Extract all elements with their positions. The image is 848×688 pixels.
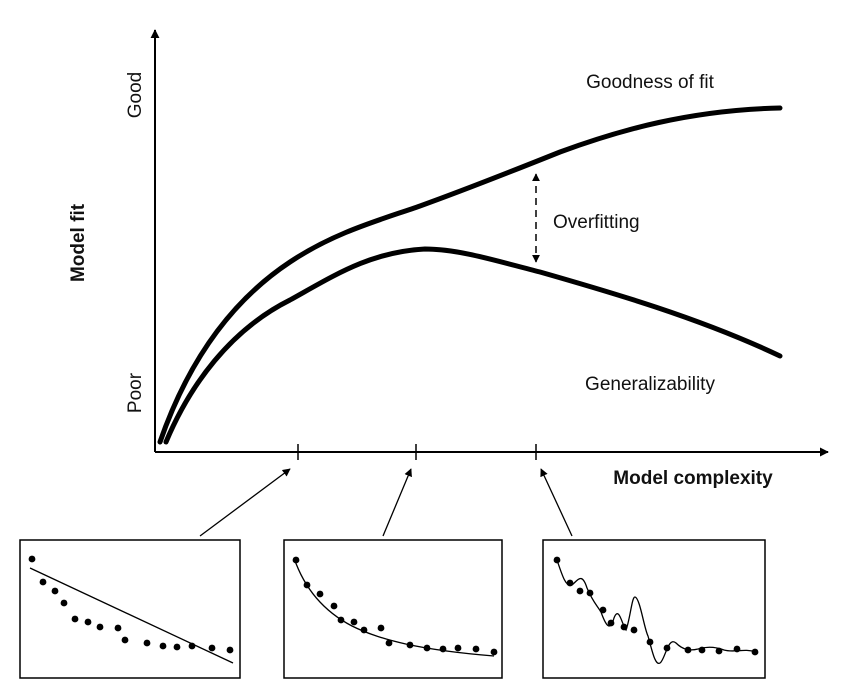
generalizability-curve	[163, 246, 783, 445]
generalizability-label: Generalizability	[585, 374, 715, 395]
goodness-of-fit-label: Goodness of fit	[586, 72, 715, 93]
inset-underfit-fit-line	[29, 567, 234, 664]
inset-overfit-points	[553, 556, 759, 656]
pointer-arrow-good	[382, 468, 412, 537]
y-axis-good-label: Good	[125, 72, 146, 118]
y-axis-poor-label: Poor	[125, 372, 146, 413]
y-axis-title: Model fit	[68, 203, 89, 282]
inset-overfit	[542, 539, 766, 679]
pointer-arrow-overfit	[540, 468, 573, 537]
inset-underfit-points	[28, 555, 234, 654]
goodness-of-fit-curve	[157, 105, 783, 445]
inset-goodfit-points	[292, 556, 498, 656]
x-axis-title: Model complexity	[613, 468, 773, 489]
inset-goodfit	[283, 539, 503, 679]
pointer-arrow-underfit	[199, 468, 291, 537]
overfitting-label: Overfitting	[553, 212, 640, 233]
inset-underfit	[19, 539, 241, 679]
inset-overfit-fit-curve	[556, 559, 757, 664]
